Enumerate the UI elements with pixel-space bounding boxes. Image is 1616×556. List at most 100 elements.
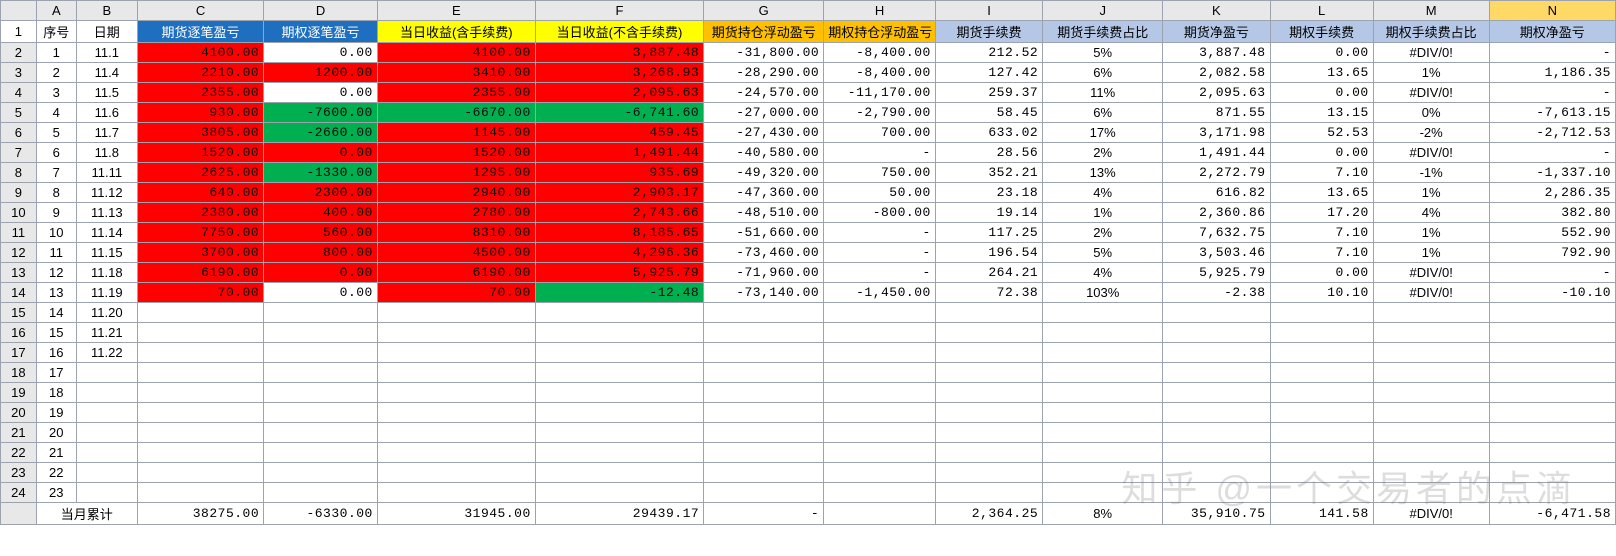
cell[interactable]: 72.38 [935, 283, 1042, 303]
cell[interactable]: 2210.00 [137, 63, 263, 83]
cell[interactable]: 2355.00 [377, 83, 535, 103]
cell[interactable]: 14 [36, 303, 76, 323]
cell[interactable]: 3700.00 [137, 243, 263, 263]
cell[interactable]: 1520.00 [377, 143, 535, 163]
cell[interactable]: -2.38 [1163, 283, 1270, 303]
cell[interactable]: 50.00 [824, 183, 936, 203]
cell[interactable]: 935.69 [535, 163, 703, 183]
cell[interactable] [1163, 443, 1270, 463]
column-header-A[interactable]: A [36, 1, 76, 21]
cell[interactable]: 1,491.44 [1163, 143, 1270, 163]
header-cell-D[interactable]: 期权逐笔盈亏 [264, 21, 378, 43]
column-header-H[interactable]: H [824, 1, 936, 21]
row-number[interactable]: 6 [1, 123, 37, 143]
cell[interactable]: 0.00 [1270, 83, 1373, 103]
cell[interactable] [535, 303, 703, 323]
cell[interactable] [1270, 323, 1373, 343]
cell[interactable]: 11.13 [76, 203, 137, 223]
cell[interactable] [1163, 463, 1270, 483]
cell[interactable]: 5,925.79 [1163, 263, 1270, 283]
cell[interactable]: 0.00 [1270, 43, 1373, 63]
cell[interactable] [1373, 463, 1489, 483]
cell[interactable]: 13 [36, 283, 76, 303]
cell[interactable] [824, 483, 936, 503]
cell[interactable]: 700.00 [824, 123, 936, 143]
cell[interactable]: 1 [36, 43, 76, 63]
cell[interactable]: -2% [1373, 123, 1489, 143]
cell[interactable]: -6330.00 [264, 503, 378, 525]
cell[interactable] [704, 303, 824, 323]
cell[interactable]: 3410.00 [377, 63, 535, 83]
cell[interactable] [264, 343, 378, 363]
cell[interactable]: 23 [36, 483, 76, 503]
cell[interactable]: 19 [36, 403, 76, 423]
cell[interactable] [1489, 403, 1615, 423]
row-number[interactable]: 2 [1, 43, 37, 63]
cell[interactable]: 459.45 [535, 123, 703, 143]
cell[interactable] [824, 463, 936, 483]
cell[interactable] [1043, 323, 1163, 343]
cell[interactable] [1270, 383, 1373, 403]
cell[interactable]: 5,925.79 [535, 263, 703, 283]
cell[interactable]: 3 [36, 83, 76, 103]
cell[interactable] [935, 483, 1042, 503]
cell[interactable]: 11.12 [76, 183, 137, 203]
cell[interactable] [137, 363, 263, 383]
cell[interactable] [1043, 303, 1163, 323]
cell[interactable] [824, 323, 936, 343]
cell[interactable]: 0.00 [1270, 263, 1373, 283]
cell[interactable]: 16 [36, 343, 76, 363]
cell[interactable]: 11.20 [76, 303, 137, 323]
cell[interactable] [704, 363, 824, 383]
cell[interactable] [535, 343, 703, 363]
cell[interactable] [377, 443, 535, 463]
cell[interactable]: 633.02 [935, 123, 1042, 143]
cell[interactable] [76, 363, 137, 383]
cell[interactable] [1043, 423, 1163, 443]
cell[interactable]: 1% [1373, 183, 1489, 203]
cell[interactable] [76, 483, 137, 503]
cell[interactable] [935, 383, 1042, 403]
cell[interactable]: 23.18 [935, 183, 1042, 203]
cell[interactable]: 616.82 [1163, 183, 1270, 203]
cell[interactable]: 560.00 [264, 223, 378, 243]
cell[interactable]: 8% [1043, 503, 1163, 525]
cell[interactable] [1163, 343, 1270, 363]
cell[interactable]: 1145.00 [377, 123, 535, 143]
cell[interactable]: 0.00 [264, 143, 378, 163]
cell[interactable]: 13.15 [1270, 103, 1373, 123]
row-number[interactable]: 23 [1, 463, 37, 483]
header-cell-K[interactable]: 期货净盈亏 [1163, 21, 1270, 43]
cell[interactable]: 0.00 [1270, 143, 1373, 163]
cell[interactable] [824, 303, 936, 323]
cell[interactable]: -2,712.53 [1489, 123, 1615, 143]
cell[interactable] [137, 463, 263, 483]
cell[interactable]: 8,185.65 [535, 223, 703, 243]
header-cell-F[interactable]: 当日收益(不含手续费) [535, 21, 703, 43]
cell[interactable] [137, 483, 263, 503]
cell[interactable] [1043, 383, 1163, 403]
column-header-D[interactable]: D [264, 1, 378, 21]
summary-label[interactable]: 当月累计 [36, 503, 137, 525]
cell[interactable] [76, 443, 137, 463]
cell[interactable]: 264.21 [935, 263, 1042, 283]
cell[interactable]: 11.21 [76, 323, 137, 343]
cell[interactable] [935, 443, 1042, 463]
row-number[interactable]: 20 [1, 403, 37, 423]
cell[interactable]: 2,364.25 [935, 503, 1042, 525]
cell[interactable] [137, 443, 263, 463]
row-number[interactable]: 10 [1, 203, 37, 223]
cell[interactable]: -49,320.00 [704, 163, 824, 183]
cell[interactable]: 1% [1373, 63, 1489, 83]
cell[interactable] [1373, 343, 1489, 363]
cell[interactable]: 3,887.48 [1163, 43, 1270, 63]
cell[interactable]: 6190.00 [377, 263, 535, 283]
cell[interactable]: 871.55 [1163, 103, 1270, 123]
cell[interactable]: - [1489, 263, 1615, 283]
header-cell-E[interactable]: 当日收益(含手续费) [377, 21, 535, 43]
cell[interactable]: 20 [36, 423, 76, 443]
cell[interactable]: 0.00 [264, 283, 378, 303]
cell[interactable] [704, 483, 824, 503]
cell[interactable] [704, 403, 824, 423]
cell[interactable]: 28.56 [935, 143, 1042, 163]
